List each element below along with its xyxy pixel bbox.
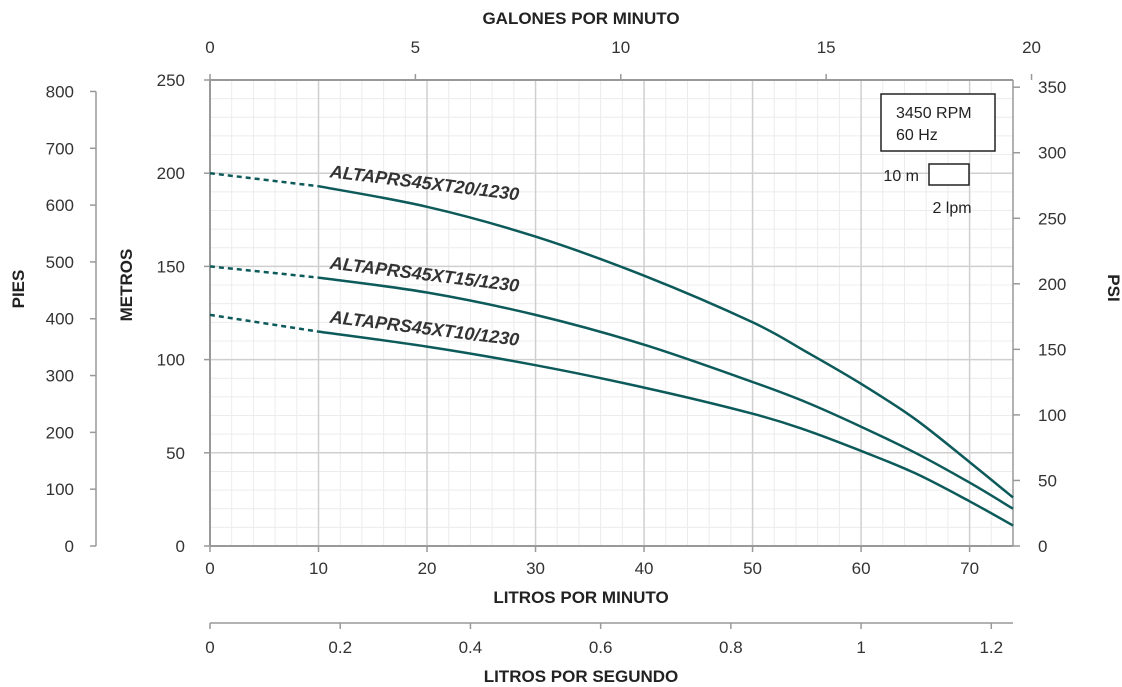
y-feet-tick-label: 800 <box>46 82 74 101</box>
y-tick-label: 50 <box>166 444 185 463</box>
y-feet-tick-label: 500 <box>46 253 74 272</box>
x-tick-label: 0 <box>205 559 214 578</box>
x-top-tick-label: 5 <box>411 38 420 57</box>
y-tick-label: 200 <box>157 164 185 183</box>
y-psi-tick-label: 50 <box>1038 471 1057 490</box>
x-lps-tick-label: 1 <box>856 638 865 657</box>
legend-box-hz: 60 Hz <box>896 127 938 144</box>
series-line <box>318 330 1014 527</box>
grid-scale-vertical-label: 10 m <box>883 168 919 185</box>
series-line-dashed <box>209 171 319 188</box>
y-feet-tick-label: 100 <box>46 480 74 499</box>
y-feet-tick-label: 200 <box>46 423 74 442</box>
series-label: ALTAPRS45XT15/1230 <box>328 253 520 296</box>
y-psi-axis-title: PSI <box>1104 274 1122 301</box>
y-tick-label: 100 <box>157 351 185 370</box>
x-lps-tick-label: 0.4 <box>459 638 483 657</box>
x-top-tick-label: 0 <box>205 38 214 57</box>
series-line <box>318 184 1014 499</box>
grid-scale-horizontal-label: 2 lpm <box>932 200 971 217</box>
y-psi-tick-label: 0 <box>1038 537 1047 556</box>
y-feet-tick-label: 0 <box>65 537 74 556</box>
series-line-dashed <box>209 313 319 333</box>
y-psi-tick-label: 350 <box>1038 78 1066 97</box>
x-lps-tick-label: 1.2 <box>979 638 1003 657</box>
x-tick-label: 10 <box>309 559 328 578</box>
y-psi-tick-label: 200 <box>1038 275 1066 294</box>
x-tick-label: 30 <box>526 559 545 578</box>
y-tick-label: 0 <box>176 537 185 556</box>
grid-scale-box <box>928 163 970 186</box>
y-psi-tick-label: 150 <box>1038 340 1066 359</box>
y-tick-label: 250 <box>157 71 185 90</box>
y-feet-tick-label: 600 <box>46 196 74 215</box>
x-lps-tick-label: 0.8 <box>719 638 743 657</box>
legend-box-rpm: 3450 RPM <box>896 105 972 122</box>
grid-scale-indicator: 10 m 2 lpm <box>883 163 972 217</box>
x-lps-tick-label: 0.2 <box>328 638 352 657</box>
x-tick-label: 60 <box>852 559 871 578</box>
x-tick-label: 40 <box>635 559 654 578</box>
y-axis-title: METROS <box>117 249 136 322</box>
x-tick-label: 20 <box>418 559 437 578</box>
y-psi-tick-label: 100 <box>1038 406 1066 425</box>
y-feet-tick-label: 300 <box>46 367 74 386</box>
x-lps-axis-title: LITROS POR SEGUNDO <box>484 667 679 686</box>
series-label: ALTAPRS45XT20/1230 <box>328 161 520 204</box>
x-top-axis-title: GALONES POR MINUTO <box>482 9 679 28</box>
y-feet-axis-title: PIES <box>9 270 28 309</box>
y-psi-tick-label: 250 <box>1038 209 1066 228</box>
series-group: ALTAPRS45XT20/1230 ALTAPRS45XT15/1230 ALTA… <box>209 161 1014 527</box>
series-line-dashed <box>209 265 319 279</box>
y-feet-tick-label: 400 <box>46 310 74 329</box>
x-top-tick-label: 10 <box>611 38 630 57</box>
y-psi-tick-label: 300 <box>1038 144 1066 163</box>
x-top-tick-label: 15 <box>817 38 836 57</box>
y-tick-label: 150 <box>157 257 185 276</box>
grid <box>210 80 1013 546</box>
legend-box: 3450 RPM 60 Hz <box>880 93 996 152</box>
legend-box-frame <box>880 93 996 152</box>
x-lps-tick-label: 0 <box>205 638 214 657</box>
x-lps-tick-label: 0.6 <box>589 638 613 657</box>
x-tick-label: 70 <box>960 559 979 578</box>
series-line <box>318 276 1014 510</box>
x-axis-title: LITROS POR MINUTO <box>493 588 668 607</box>
series-label: ALTAPRS45XT10/1230 <box>328 307 520 350</box>
x-tick-label: 50 <box>743 559 762 578</box>
x-top-tick-label: 20 <box>1022 38 1041 57</box>
y-feet-tick-label: 700 <box>46 139 74 158</box>
